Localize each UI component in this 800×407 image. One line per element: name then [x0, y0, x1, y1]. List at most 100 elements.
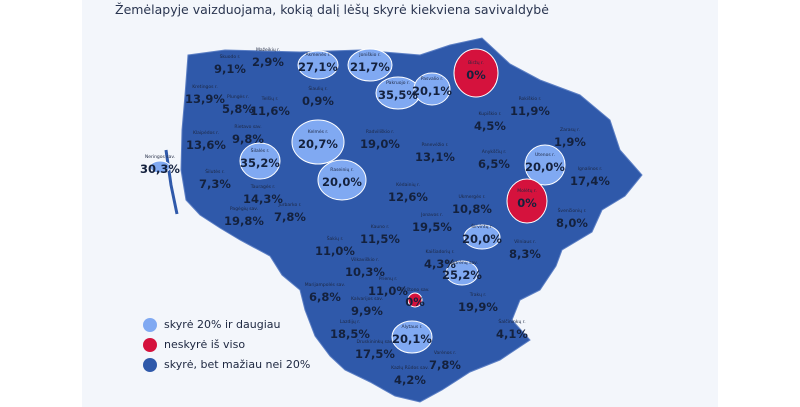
- region-name: Kaišiadorių r.: [425, 248, 454, 255]
- region-value: 8,0%: [556, 216, 588, 230]
- region-name: Klaipėdos r.: [193, 130, 219, 136]
- region-value: 9,9%: [351, 304, 383, 318]
- legend-swatch: [143, 318, 157, 332]
- region-value: 4,1%: [496, 327, 528, 341]
- title: Žemėlapyje vaizduojama, kokią dalį lėšų …: [115, 2, 549, 17]
- region-name: Šilalės r.: [251, 147, 270, 154]
- region-value: 13,6%: [186, 138, 226, 152]
- region-value: 7,8%: [429, 358, 461, 372]
- region-value: 4,5%: [474, 119, 506, 133]
- region-name: Švenčionių r.: [558, 207, 587, 214]
- region-value: 8,3%: [509, 247, 541, 261]
- region-value: 11,5%: [360, 232, 400, 246]
- region-value: 12,6%: [388, 190, 428, 204]
- region-patch: [524, 144, 566, 186]
- region-patch: [453, 48, 499, 98]
- region-value: 19,0%: [360, 137, 400, 151]
- region-value: 20,0%: [525, 160, 565, 174]
- region-name: Kupiškio r.: [479, 110, 502, 117]
- region-name: Ukmergės r.: [458, 194, 485, 200]
- region-name: Pakruojo r.: [386, 80, 410, 86]
- region-name: Šiaulių r.: [308, 85, 327, 92]
- region-value: 13,1%: [415, 150, 455, 164]
- region-value: 21,7%: [350, 60, 390, 74]
- region-patch: [407, 292, 423, 308]
- region-name: Telšių r.: [261, 95, 279, 102]
- region-value: 2,9%: [252, 55, 284, 69]
- region-patch: [445, 260, 479, 286]
- region-name: Jurbarko r.: [278, 202, 302, 208]
- country-outline: [180, 37, 643, 403]
- region-value: 14,3%: [243, 192, 283, 206]
- region-value: 11,0%: [315, 244, 355, 258]
- region-value: 30,3%: [140, 162, 180, 176]
- region-value: 0%: [405, 295, 425, 309]
- region-name: Varėnos r.: [434, 350, 456, 356]
- region-patch: [317, 159, 367, 201]
- region-value: 0%: [517, 196, 537, 210]
- region-value: 7,3%: [199, 177, 231, 191]
- region-value: 9,1%: [214, 62, 246, 76]
- region-name: Širvintų r.: [471, 223, 493, 230]
- legend-label: neskyrė iš viso: [164, 338, 245, 351]
- region-name: Skuodo r.: [220, 54, 241, 60]
- region-name: Biržų r.: [468, 59, 484, 66]
- region-name: Šilutės r.: [205, 168, 224, 175]
- region-patch: [463, 224, 501, 250]
- legend-label: skyrė 20% ir daugiau: [164, 318, 280, 331]
- region-name: Tauragės r.: [250, 184, 276, 190]
- region-patch: [506, 178, 548, 224]
- region-patch: [149, 160, 171, 174]
- region-name: Pagėgių sav.: [230, 206, 258, 212]
- region-value: 20,1%: [412, 84, 452, 98]
- region-value: 0,9%: [302, 94, 334, 108]
- region-name: Kauno r.: [371, 224, 389, 230]
- region-name: Akmenės r.: [305, 52, 330, 58]
- region-name: Plungės r.: [227, 94, 249, 100]
- region-value: 4,3%: [424, 257, 456, 271]
- region-name: Vilniaus r.: [514, 239, 536, 245]
- region-value: 13,9%: [185, 92, 225, 106]
- region-name: Utenos r.: [535, 152, 555, 158]
- region-patch: [297, 50, 339, 80]
- region-name: Ignalinos r.: [578, 166, 603, 172]
- region-value: 11,9%: [510, 104, 550, 118]
- region-value: 5,8%: [222, 102, 254, 116]
- region-value: 4,2%: [394, 373, 426, 387]
- region-name: Rietavo sav.: [234, 124, 261, 130]
- region-value: 19,9%: [458, 300, 498, 314]
- region-name: Radviliškio r.: [366, 128, 394, 135]
- region-value: 7,8%: [274, 210, 306, 224]
- region-name: Kelmės r.: [308, 129, 329, 135]
- region-name: Rokiškio r.: [519, 95, 542, 102]
- region-name: Alytaus r.: [401, 324, 422, 330]
- region-name: Neringos sav.: [145, 154, 175, 160]
- region-value: 35,2%: [240, 156, 280, 170]
- region-name: Zarasų r.: [560, 127, 580, 133]
- region-name: Jonavos r.: [420, 212, 443, 218]
- region-value: 18,5%: [330, 327, 370, 341]
- region-value: 20,0%: [462, 232, 502, 246]
- region-name: Druskininkų sav.: [356, 339, 393, 345]
- region-value: 35,5%: [378, 88, 418, 102]
- region-name: Kretingos r.: [192, 84, 218, 90]
- region-name: Anykščių r.: [482, 148, 506, 155]
- region-value: 6,5%: [478, 157, 510, 171]
- region-name: Birštono sav.: [401, 286, 430, 293]
- region-value: 10,3%: [345, 265, 385, 279]
- region-name: Kazlų Rūdos sav.: [391, 365, 429, 371]
- region-value: 20,7%: [298, 137, 338, 151]
- region-value: 19,8%: [224, 214, 264, 228]
- region-name: Šakių r.: [327, 235, 344, 242]
- region-value: 10,8%: [452, 202, 492, 216]
- region-name: Raseinių r.: [330, 167, 353, 173]
- region-name: Marijampolės sav.: [305, 282, 345, 288]
- legend-swatch: [143, 358, 157, 372]
- region-value: 25,2%: [442, 268, 482, 282]
- region-name: Kalvarijos sav.: [351, 296, 383, 302]
- region-patch: [413, 72, 451, 106]
- region-name: Vilkaviškio r.: [351, 256, 379, 263]
- region-value: 20,0%: [322, 175, 362, 189]
- region-name: Šalčininkų r.: [498, 318, 525, 325]
